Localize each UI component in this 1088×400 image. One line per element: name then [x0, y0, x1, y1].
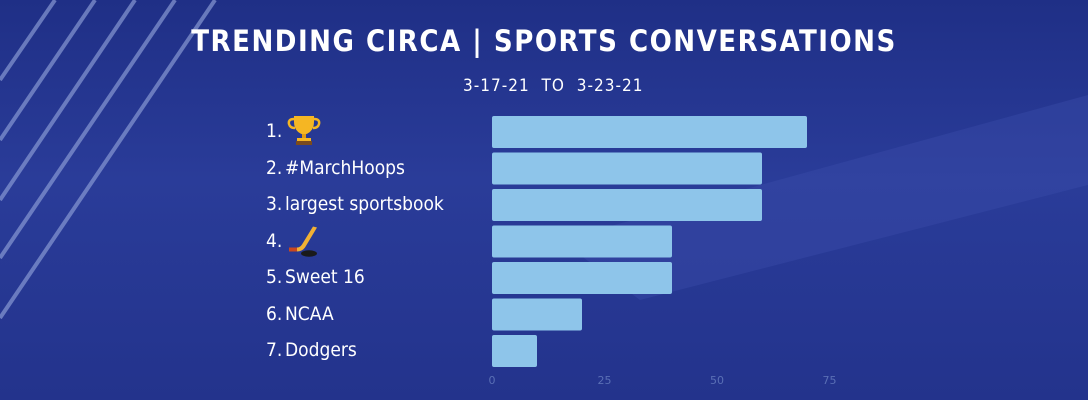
x-tick-label: 0: [489, 374, 496, 387]
x-tick-label: 25: [598, 374, 612, 387]
bar: [492, 116, 807, 148]
topic-label: largest sportsbook: [285, 193, 444, 215]
rank-number: 2.: [266, 156, 283, 179]
x-tick-label: 75: [823, 374, 837, 387]
row-label-4: 4.: [266, 226, 285, 256]
rank-number: 3.: [266, 193, 283, 215]
date-range: 3-17-21 TO 3-23-21: [463, 76, 644, 96]
rank-number: 5.: [266, 266, 283, 288]
topic-label: #MarchHoops: [285, 156, 405, 179]
rank-number: 4.: [266, 229, 283, 252]
x-tick-label: 50: [710, 374, 724, 387]
row-label-3: 3. largest sportsbook: [266, 189, 444, 219]
topic-label: NCAA: [285, 302, 334, 325]
bar: [492, 152, 762, 185]
chart-title: TRENDING CIRCA | SPORTS CONVERSATIONS: [191, 24, 897, 58]
trophy-icon: [287, 116, 321, 145]
rank-number: 6.: [266, 302, 283, 325]
row-label-7: 7. Dodgers: [266, 335, 357, 365]
rank-number: 1.: [266, 120, 283, 142]
row-label-6: 6. NCAA: [266, 299, 334, 329]
row-label-2: 2. #MarchHoops: [266, 153, 405, 183]
row-label-1: 1.: [266, 116, 285, 146]
topic-label: Sweet 16: [285, 266, 365, 288]
bar: [492, 335, 537, 367]
row-label-5: 5. Sweet 16: [266, 262, 365, 292]
hockey-stick-icon: [289, 226, 317, 257]
bar: [492, 225, 672, 258]
topic-label: Dodgers: [285, 339, 357, 361]
bar: [492, 298, 582, 331]
bar: [492, 189, 762, 221]
rank-number: 7.: [266, 339, 283, 361]
bar: [492, 262, 672, 294]
